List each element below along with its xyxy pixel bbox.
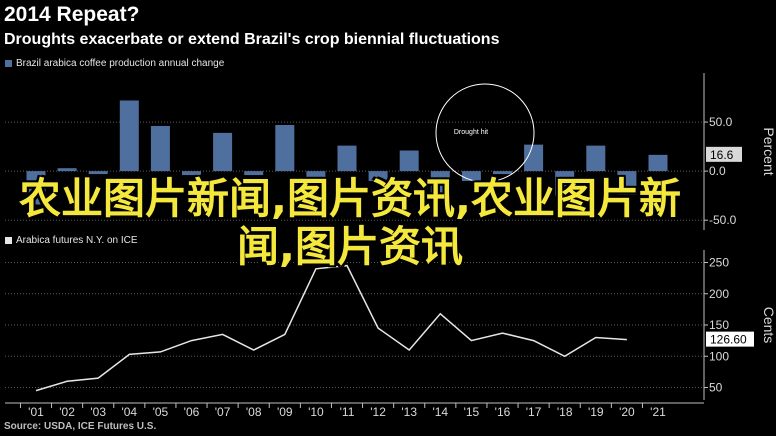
- x-tick-label: '20: [619, 405, 635, 419]
- bar-'11: [337, 145, 357, 172]
- bar-'20: [617, 171, 637, 195]
- bar-'12: [368, 171, 388, 181]
- x-tick-label: '08: [246, 405, 262, 419]
- legend-production: Brazil arabica coffee production annual …: [5, 58, 224, 69]
- x-tick-label: '10: [308, 405, 324, 419]
- bar-'18: [555, 171, 575, 196]
- bar-'14: [430, 171, 450, 197]
- x-tick-label: '14: [432, 405, 448, 419]
- legend-bar-swatch: [5, 60, 12, 67]
- x-tick-label: '15: [464, 405, 480, 419]
- x-tick-label: '05: [153, 405, 169, 419]
- x-tick-label: '21: [650, 405, 666, 419]
- x-tick-label: '04: [121, 405, 137, 419]
- line-y-tick-label: 200: [709, 287, 729, 301]
- bar-'04: [119, 100, 139, 172]
- legend-line-swatch: [5, 237, 12, 244]
- bar-last-value-badge: [706, 146, 742, 162]
- bar-last-value-label: 16.6: [710, 148, 734, 162]
- line-y-tick-label: 50: [709, 381, 723, 395]
- bar-'06: [182, 171, 201, 176]
- line-last-value-label: 126.60: [710, 333, 747, 347]
- futures-line: [35, 264, 627, 392]
- x-tick-label: '16: [495, 405, 511, 419]
- line-y-tick-label: 100: [709, 349, 729, 363]
- bar-'17: [524, 144, 544, 172]
- line-y-tick-label: 150: [709, 318, 729, 332]
- line-y-tick-label: 250: [709, 256, 729, 270]
- bar-'09: [275, 125, 295, 172]
- bar-y-tick-label: 0.0: [709, 164, 726, 178]
- legend-futures: Arabica futures N.Y. on ICE: [5, 235, 138, 246]
- bar-'21: [648, 154, 668, 172]
- bar-y-tick-label: -50.0: [709, 213, 737, 227]
- watermark-text: 农业图片新闻,图片资讯,农业图片新闻,图片资讯: [19, 174, 681, 271]
- line-last-value-badge: [706, 331, 754, 347]
- bar-panel: -50.0 0.0 50.0 16.6 Percent Drought hit: [5, 73, 776, 230]
- x-tick-label: '06: [184, 405, 200, 419]
- x-tick-label: '17: [526, 405, 542, 419]
- legend-futures-label: Arabica futures N.Y. on ICE: [16, 235, 138, 246]
- legend-production-label: Brazil arabica coffee production annual …: [16, 58, 225, 69]
- x-tick-label: '19: [588, 405, 604, 419]
- bar-'15: [461, 171, 481, 181]
- x-tick-label: '13: [401, 405, 417, 419]
- bar-'13: [399, 150, 419, 172]
- bar-'16: [493, 171, 512, 175]
- x-tick-label: '02: [59, 405, 75, 419]
- x-axis: '01 '02 '03 '04 '05 '06 '07 '08 '09 '10 '11 '12 '13 '…: [5, 402, 704, 419]
- drought-annotation-circle: [435, 83, 535, 183]
- line-y-axis-label: Cents: [761, 307, 776, 344]
- x-tick-label: '11: [340, 405, 355, 419]
- bar-y-axis-label: Percent: [761, 127, 776, 175]
- bar-'07: [213, 132, 233, 172]
- bar-'08: [244, 171, 264, 176]
- x-tick-label: '12: [370, 405, 386, 419]
- chart-source: Source: USDA, ICE Futures U.S.: [4, 421, 157, 432]
- bar-'02: [57, 168, 77, 172]
- chart-title: 2014 Repeat?: [4, 3, 140, 26]
- line-panel: 50 100 150 200 250 126.60 Cents: [5, 250, 776, 400]
- bar-y-tick-label: 50.0: [709, 115, 733, 129]
- x-tick-label: '07: [215, 405, 231, 419]
- x-tick-label: '01: [28, 405, 44, 419]
- x-tick-label: '03: [90, 405, 106, 419]
- bar-'03: [88, 171, 108, 175]
- drought-annotation-label: Drought hit: [454, 129, 488, 136]
- x-tick-label: '18: [557, 405, 573, 419]
- chart-subtitle: Droughts exacerbate or extend Brazil's c…: [4, 31, 500, 48]
- bar-'10: [306, 171, 326, 189]
- bar-'19: [586, 145, 606, 172]
- bar-'01: [26, 171, 46, 205]
- bar-'05: [150, 125, 170, 172]
- x-tick-label: '09: [277, 405, 293, 419]
